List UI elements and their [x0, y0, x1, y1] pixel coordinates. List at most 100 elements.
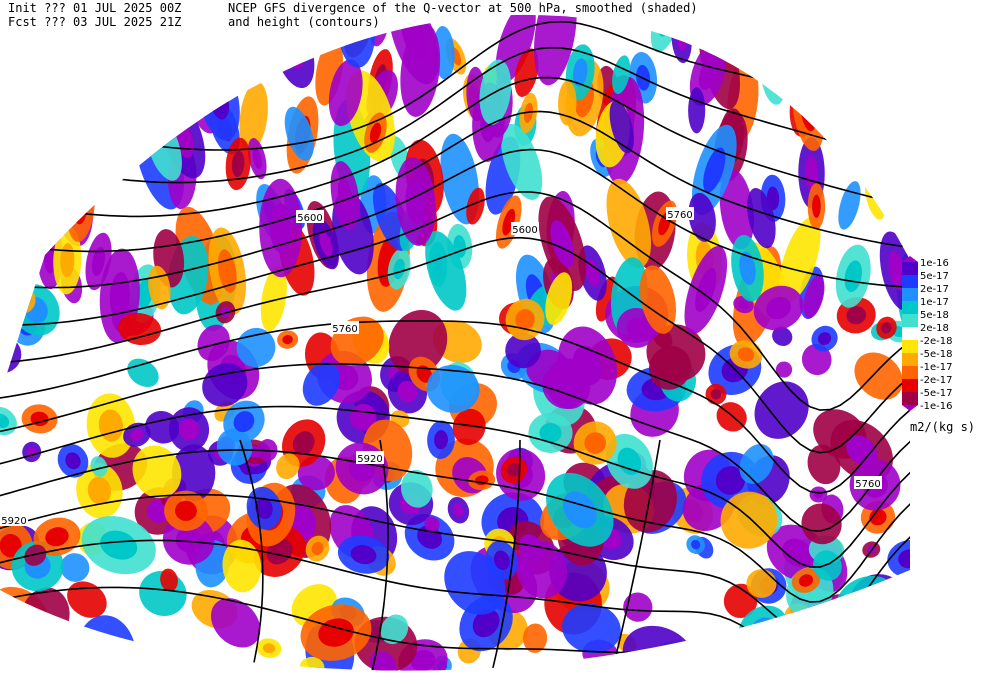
blob	[36, 161, 72, 234]
contour-label-bg	[296, 210, 324, 223]
blob	[686, 535, 705, 555]
blob	[791, 568, 821, 593]
blob-inner	[15, 198, 32, 230]
blob	[0, 180, 17, 236]
forecast-time: Fcst ??? 03 JUL 2025 21Z	[8, 15, 181, 29]
blob	[23, 91, 45, 126]
height-contour	[0, 236, 910, 454]
blob-inner	[416, 365, 433, 383]
blob-outer	[76, 615, 136, 671]
blob	[387, 248, 411, 290]
blob	[778, 14, 811, 58]
blob	[516, 540, 568, 599]
blob-outer	[302, 362, 340, 406]
blob-outer	[814, 605, 832, 627]
contour-label-bg	[854, 476, 882, 489]
blob-outer	[0, 323, 14, 357]
blob	[0, 123, 27, 203]
blob-inner	[844, 260, 862, 293]
blob-outer	[380, 614, 409, 645]
blob-inner	[873, 70, 887, 98]
blob	[160, 568, 178, 592]
blob-outer	[239, 81, 268, 152]
blob-inner	[0, 413, 10, 429]
shaded-field	[0, 14, 910, 671]
blob	[639, 265, 676, 334]
blob	[792, 72, 825, 151]
blob-inner	[584, 432, 606, 454]
blob-inner	[100, 530, 138, 560]
blob	[705, 383, 727, 405]
blob	[208, 227, 247, 315]
blob	[605, 433, 653, 489]
contour-label: 5600	[297, 213, 322, 224]
blob	[807, 444, 841, 485]
blob-outer	[778, 14, 811, 58]
blob	[76, 463, 123, 519]
blob-inner	[255, 497, 273, 520]
blob	[534, 14, 577, 86]
blob-inner	[178, 418, 200, 441]
colorbar-units: m2/(kg s)	[910, 420, 975, 434]
blob-inner	[822, 635, 836, 652]
height-contour	[239, 439, 264, 671]
blob-inner	[846, 306, 867, 325]
blob	[811, 77, 832, 128]
blob-outer	[65, 24, 92, 76]
blob-inner	[766, 60, 780, 91]
blob	[0, 604, 14, 633]
colorbar-label: -1e-17	[920, 362, 952, 373]
contour-label: 5920	[357, 454, 382, 465]
blob	[500, 456, 528, 484]
blob-inner	[818, 332, 832, 346]
blob	[876, 316, 897, 339]
blob	[514, 48, 539, 97]
blob	[622, 625, 696, 671]
blob-outer	[57, 73, 77, 107]
blob	[684, 246, 728, 335]
blob	[148, 265, 171, 310]
blob	[395, 157, 436, 246]
blob	[40, 26, 61, 72]
blob	[838, 181, 861, 230]
blob-outer	[171, 444, 216, 502]
blob	[523, 623, 548, 653]
blob-inner	[393, 258, 405, 280]
blob-outer	[866, 57, 894, 111]
blob-outer	[260, 265, 287, 332]
blob	[425, 230, 467, 311]
blob	[60, 553, 90, 582]
contour-label-bg	[356, 451, 384, 464]
blob-outer	[904, 25, 910, 64]
blob	[424, 516, 440, 533]
blob-outer	[284, 106, 314, 161]
blob-outer	[36, 161, 72, 234]
blob-outer	[24, 544, 47, 566]
blob-outer	[523, 623, 548, 653]
blob-inner	[864, 588, 894, 619]
contour-label: 5760	[332, 324, 357, 335]
blob	[61, 636, 113, 671]
blob-inner	[661, 655, 689, 671]
blob	[814, 605, 832, 627]
blob-outer	[90, 456, 108, 477]
blob-inner	[175, 527, 202, 553]
blob-inner	[98, 409, 124, 442]
blob-outer	[505, 332, 541, 369]
blob-outer	[639, 265, 676, 334]
blob	[719, 169, 755, 250]
blob	[772, 326, 793, 346]
blob	[528, 412, 573, 453]
blob	[889, 121, 910, 182]
blob-inner	[898, 549, 910, 569]
contour-label-bg	[331, 321, 359, 334]
blob-inner	[311, 542, 324, 555]
blob	[688, 192, 716, 242]
blob	[747, 188, 776, 249]
blob-inner	[337, 178, 353, 213]
blob-outer	[118, 313, 162, 346]
blob-outer	[400, 469, 433, 508]
blob-outer	[719, 169, 755, 250]
blob-outer	[810, 628, 832, 649]
blob	[32, 159, 63, 230]
